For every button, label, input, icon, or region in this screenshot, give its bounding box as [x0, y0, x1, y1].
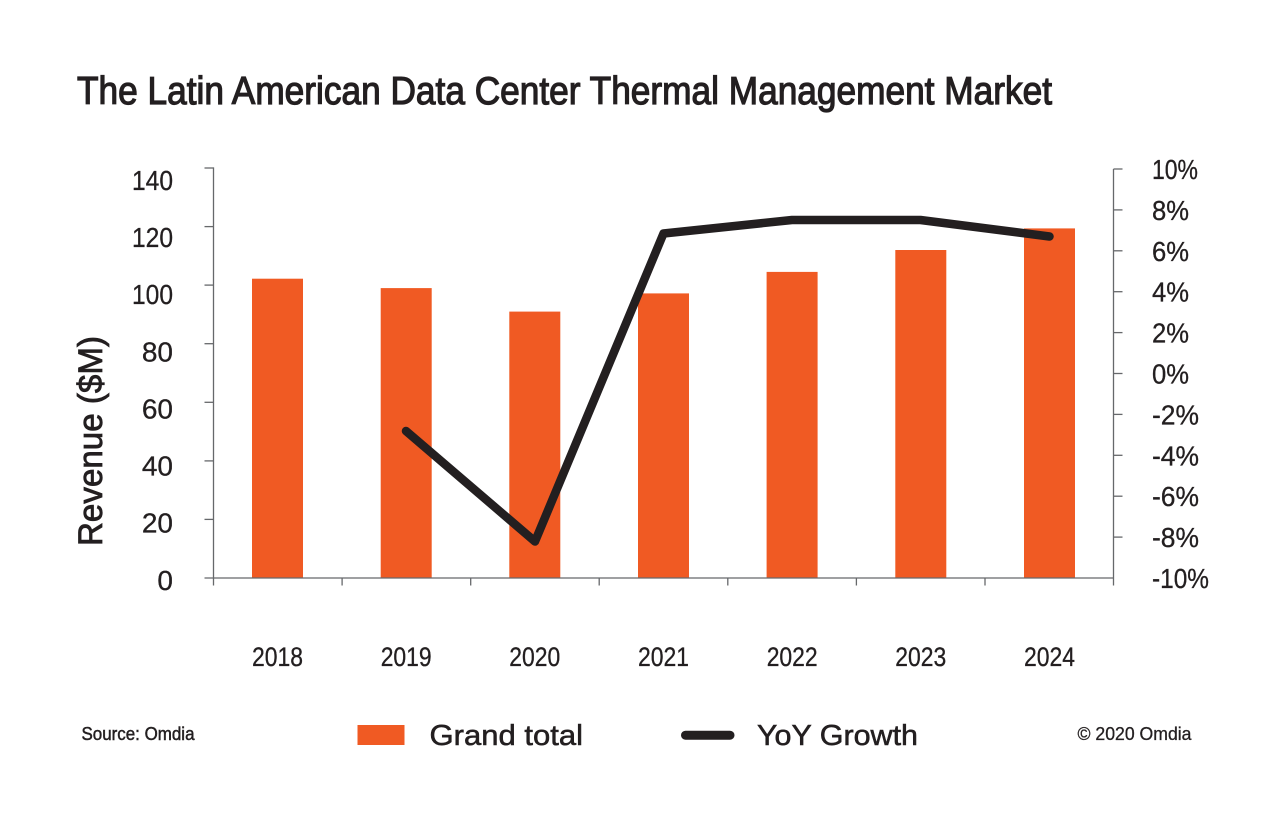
svg-text:0%: 0% [1152, 359, 1189, 390]
svg-text:YoY Growth: YoY Growth [757, 720, 918, 752]
svg-text:2023: 2023 [895, 642, 946, 672]
svg-text:80: 80 [142, 336, 173, 367]
svg-text:-10%: -10% [1152, 563, 1209, 594]
svg-text:-8%: -8% [1152, 522, 1199, 553]
svg-text:0: 0 [157, 565, 173, 596]
svg-text:140: 140 [132, 165, 173, 196]
svg-text:2%: 2% [1152, 318, 1189, 349]
svg-text:6%: 6% [1152, 236, 1189, 267]
svg-text:2024: 2024 [1024, 642, 1075, 672]
svg-text:2018: 2018 [252, 642, 303, 672]
svg-text:-2%: -2% [1152, 399, 1199, 430]
svg-text:2019: 2019 [381, 642, 432, 672]
svg-text:2022: 2022 [767, 642, 818, 672]
svg-text:100: 100 [132, 279, 173, 310]
svg-text:4%: 4% [1152, 277, 1189, 308]
svg-text:60: 60 [142, 393, 173, 424]
svg-text:20: 20 [142, 508, 173, 539]
svg-text:© 2020 Omdia: © 2020 Omdia [1078, 723, 1193, 744]
svg-text:Source: Omdia: Source: Omdia [82, 723, 196, 744]
svg-text:Grand total: Grand total [430, 720, 584, 752]
svg-text:8%: 8% [1152, 195, 1189, 226]
svg-text:-6%: -6% [1152, 481, 1199, 512]
svg-text:The Latin American Data Center: The Latin American Data Center Thermal M… [77, 70, 1052, 113]
svg-text:10%: 10% [1152, 154, 1198, 185]
svg-text:40: 40 [142, 451, 173, 482]
svg-text:2021: 2021 [638, 642, 689, 672]
svg-text:2020: 2020 [509, 642, 560, 672]
svg-text:Revenue ($M): Revenue ($M) [72, 336, 110, 546]
svg-text:120: 120 [132, 222, 173, 253]
svg-text:-4%: -4% [1152, 440, 1199, 471]
